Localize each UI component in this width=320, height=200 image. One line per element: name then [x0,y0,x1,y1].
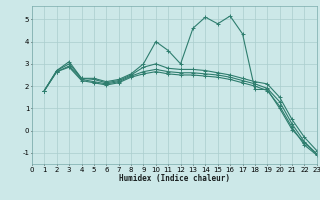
X-axis label: Humidex (Indice chaleur): Humidex (Indice chaleur) [119,174,230,183]
